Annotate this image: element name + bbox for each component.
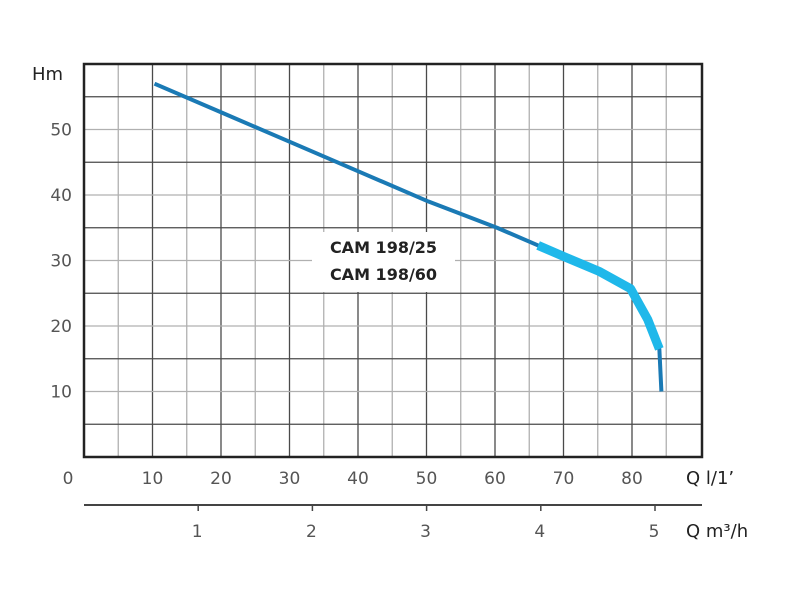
- x-tick-label: 60: [484, 469, 506, 489]
- secondary-x-axis-ticks: 1 2 3 4 5: [192, 505, 660, 542]
- x-tick-label: 40: [347, 469, 369, 489]
- x-axis-unit: Q l/1’: [686, 468, 734, 489]
- x-tick-label: 10: [142, 469, 164, 489]
- x2-axis-unit: Q m³/h: [686, 521, 748, 542]
- y-tick-label: 10: [50, 383, 72, 403]
- y-axis-ticks: 10 20 30 40 50: [50, 121, 72, 403]
- y-tick-label: 50: [50, 121, 72, 141]
- x2-tick-label: 1: [192, 522, 203, 542]
- model-label-1: CAM 198/25: [329, 238, 438, 257]
- x-tick-label: 20: [210, 469, 232, 489]
- x2-tick-label: 2: [306, 522, 317, 542]
- x-tick-label: 50: [416, 469, 438, 489]
- x-axis-ticks: 0 10 20 30 40 50 60 70 80: [63, 469, 643, 489]
- y-axis-unit: Hm: [32, 64, 63, 85]
- x2-tick-label: 3: [420, 522, 431, 542]
- y-tick-label: 40: [50, 186, 72, 206]
- x2-tick-label: 4: [534, 522, 545, 542]
- x-tick-label: 0: [63, 469, 74, 489]
- operating-range-highlight: [536, 241, 664, 351]
- model-label-box: CAM 198/25 CAM 198/60: [312, 232, 455, 292]
- plot-frame: [82, 62, 704, 459]
- x2-tick-label: 5: [649, 522, 660, 542]
- pump-curves: [153, 81, 664, 392]
- model-label-2: CAM 198/60: [329, 265, 438, 284]
- x-tick-label: 80: [621, 469, 643, 489]
- y-tick-label: 30: [50, 252, 72, 272]
- x-tick-label: 30: [279, 469, 301, 489]
- x-tick-label: 70: [553, 469, 575, 489]
- y-tick-label: 20: [50, 317, 72, 337]
